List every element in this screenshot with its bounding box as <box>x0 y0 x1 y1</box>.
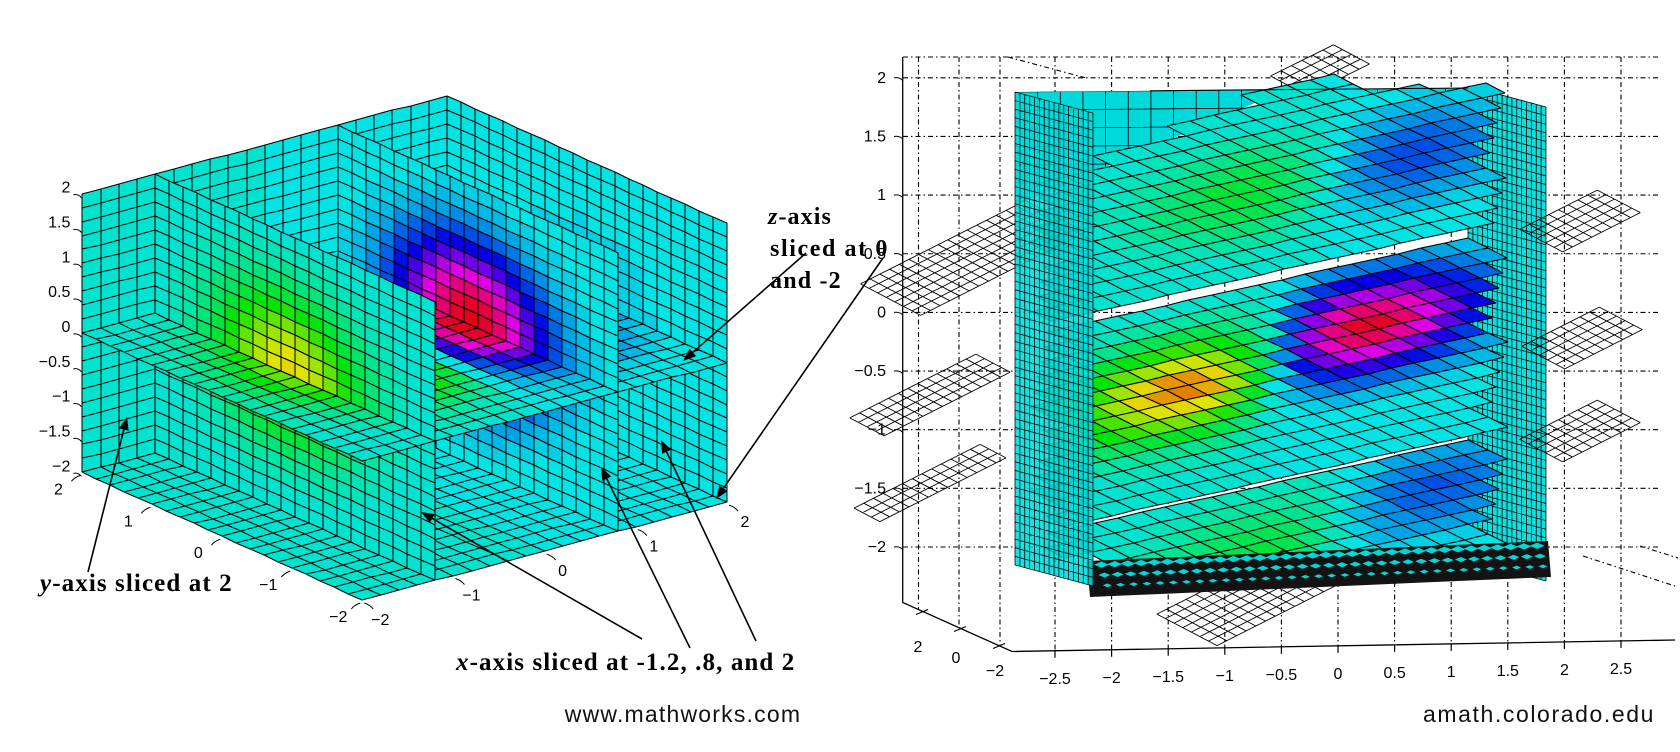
svg-text:1.5: 1.5 <box>1497 663 1519 680</box>
svg-text:0: 0 <box>1334 666 1343 683</box>
svg-text:−0.5: −0.5 <box>39 354 71 371</box>
svg-text:2: 2 <box>877 70 886 87</box>
svg-text:−1: −1 <box>52 389 70 406</box>
svg-text:−2: −2 <box>52 458 70 475</box>
svg-text:2: 2 <box>1560 662 1569 679</box>
svg-text:1: 1 <box>649 539 658 556</box>
svg-text:y-axis sliced at 2: y-axis sliced at 2 <box>37 570 233 597</box>
svg-text:−1.5: −1.5 <box>854 480 886 497</box>
svg-text:1.5: 1.5 <box>864 128 886 145</box>
svg-text:1: 1 <box>61 249 70 266</box>
svg-text:−1: −1 <box>259 577 277 594</box>
svg-text:z-axis: z-axis <box>767 204 832 230</box>
svg-text:2: 2 <box>741 514 750 531</box>
svg-text:−0.5: −0.5 <box>854 363 886 380</box>
svg-text:1.5: 1.5 <box>48 215 70 232</box>
svg-text:−1: −1 <box>462 588 480 605</box>
svg-text:−2: −2 <box>329 609 347 626</box>
svg-text:0.5: 0.5 <box>864 246 886 263</box>
svg-text:−0.5: −0.5 <box>1266 667 1298 684</box>
svg-text:−1.5: −1.5 <box>1152 669 1184 686</box>
svg-text:−2: −2 <box>868 539 886 556</box>
svg-text:2: 2 <box>54 481 63 498</box>
svg-text:0.5: 0.5 <box>48 284 70 301</box>
svg-text:2.5: 2.5 <box>1610 661 1632 678</box>
svg-text:−2: −2 <box>1102 670 1120 687</box>
svg-text:−1: −1 <box>868 422 886 439</box>
svg-text:amath.colorado.edu: amath.colorado.edu <box>1423 701 1655 727</box>
svg-text:1: 1 <box>877 187 886 204</box>
svg-text:−1.5: −1.5 <box>39 424 71 441</box>
svg-text:0: 0 <box>194 545 203 562</box>
svg-text:0.5: 0.5 <box>1383 665 1405 682</box>
svg-text:x-axis sliced at -1.2, .8, and: x-axis sliced at -1.2, .8, and 2 <box>455 649 795 676</box>
svg-text:−2: −2 <box>986 663 1004 680</box>
svg-text:−1: −1 <box>1216 668 1234 685</box>
svg-text:2: 2 <box>61 180 70 197</box>
svg-text:0: 0 <box>877 304 886 321</box>
svg-text:sliced at 0: sliced at 0 <box>770 236 889 262</box>
svg-text:2: 2 <box>914 639 923 656</box>
svg-text:and -2: and -2 <box>770 268 842 294</box>
svg-text:0: 0 <box>61 319 70 336</box>
svg-text:−2.5: −2.5 <box>1039 671 1071 688</box>
svg-text:www.mathworks.com: www.mathworks.com <box>564 701 801 727</box>
svg-text:0: 0 <box>952 650 961 667</box>
svg-text:1: 1 <box>124 513 133 530</box>
svg-text:−2: −2 <box>371 612 389 629</box>
svg-text:0: 0 <box>558 563 567 580</box>
svg-text:1: 1 <box>1447 664 1456 681</box>
